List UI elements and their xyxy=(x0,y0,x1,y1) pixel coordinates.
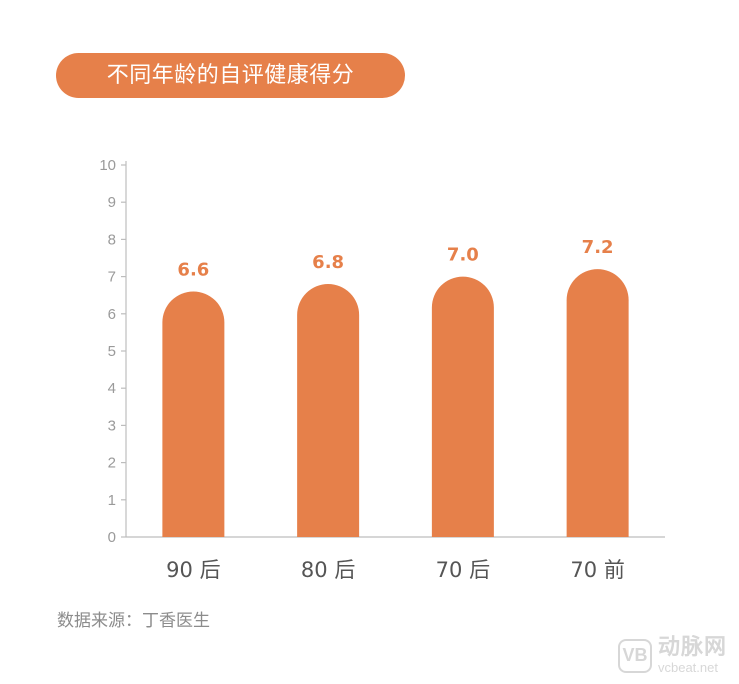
value-labels: 6.6 6.8 7.0 7.2 xyxy=(177,237,613,280)
y-tick-label: 7 xyxy=(108,269,116,286)
bar-chart: 0 1 2 3 4 5 6 7 8 9 10 6.6 6.8 7.0 7.2 90 后 80 后 70 后 70… xyxy=(99,157,665,582)
watermark-text: 动脉网 vcbeat.net xyxy=(657,635,727,675)
y-tick-label: 10 xyxy=(99,157,116,174)
y-tick-label: 3 xyxy=(108,417,116,434)
y-tick-label: 1 xyxy=(108,492,116,509)
bars xyxy=(162,269,629,537)
category-labels: 90 后 80 后 70 后 70 前 xyxy=(166,558,625,582)
y-tick-label: 4 xyxy=(108,380,116,397)
bar-value-label: 6.8 xyxy=(312,252,344,273)
y-tick-label: 6 xyxy=(108,306,116,323)
category-label: 70 前 xyxy=(570,558,624,582)
y-tick-label: 9 xyxy=(108,194,116,211)
bar xyxy=(431,276,494,537)
watermark: VB 动脉网 vcbeat.net xyxy=(617,635,727,675)
bar-value-label: 6.6 xyxy=(177,259,209,280)
bar xyxy=(162,291,225,537)
bar xyxy=(566,269,629,537)
y-tick-label: 2 xyxy=(108,455,116,472)
vb-logo-icon: VB xyxy=(617,638,652,673)
y-tick-label: 8 xyxy=(108,231,116,248)
bar-value-label: 7.0 xyxy=(447,245,479,266)
category-label: 80 后 xyxy=(301,558,355,582)
y-tick-label: 5 xyxy=(108,343,116,360)
category-label: 70 后 xyxy=(436,558,490,582)
y-axis: 0 1 2 3 4 5 6 7 8 9 10 xyxy=(99,157,127,546)
bar xyxy=(297,284,360,537)
watermark-url: vcbeat.net xyxy=(657,660,718,675)
data-source: 数据来源：丁香医生 xyxy=(57,611,210,631)
bar-value-label: 7.2 xyxy=(582,237,614,258)
watermark-name: 动脉网 xyxy=(657,635,727,660)
chart-title: 不同年龄的自评健康得分 xyxy=(56,53,405,98)
y-tick-label: 0 xyxy=(108,529,116,546)
category-label: 90 后 xyxy=(166,558,220,582)
